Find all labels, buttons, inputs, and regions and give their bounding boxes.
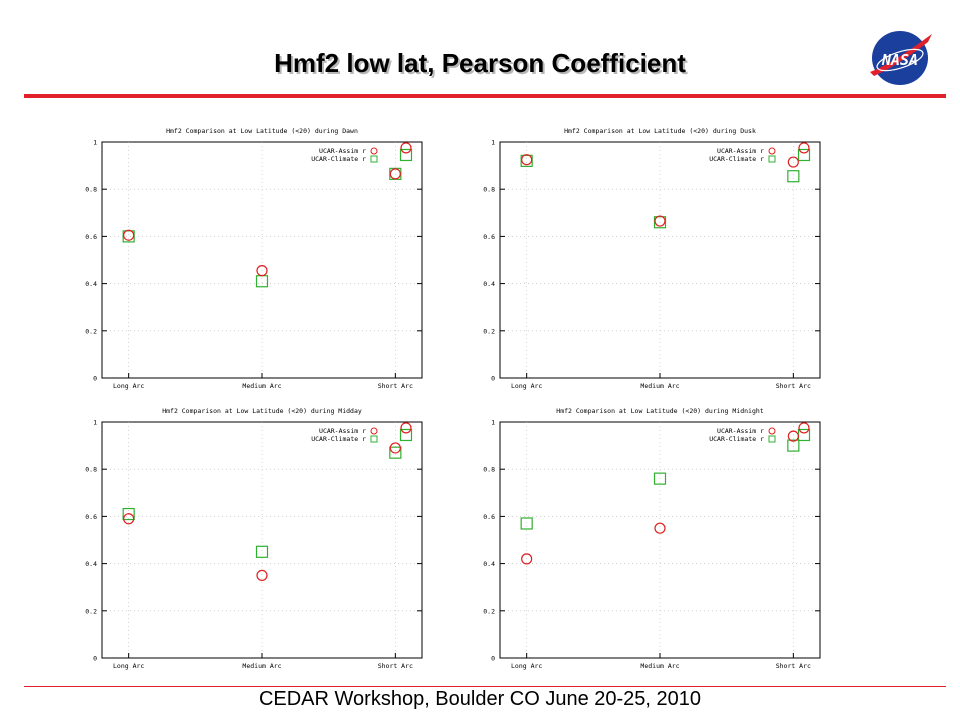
legend-label: UCAR-Assim r: [717, 147, 764, 155]
footer-rule: [24, 686, 946, 687]
x-tick-label: Long Arc: [113, 662, 144, 670]
data-point-climate: [787, 439, 800, 452]
nasa-logo-text: NASA: [881, 51, 918, 69]
legend-circle-marker: [768, 147, 776, 155]
legend-circle-marker: [370, 427, 378, 435]
data-point-climate: [399, 148, 413, 162]
chart-title: Hmf2 Comparison at Low Latitude (<20) du…: [556, 407, 763, 415]
data-point-assim: [521, 553, 533, 565]
data-point-assim: [654, 215, 666, 227]
y-tick-label: 0.8: [85, 186, 97, 194]
y-tick-label: 0.8: [483, 466, 495, 474]
data-point-assim: [521, 154, 533, 166]
chart-dawn: Hmf2 Comparison at Low Latitude (<20) du…: [85, 127, 423, 390]
data-point-climate: [399, 428, 413, 442]
data-point-assim: [798, 422, 810, 434]
data-point-climate: [797, 148, 811, 162]
data-point-assim: [389, 442, 401, 454]
nasa-logo: NASA: [870, 31, 932, 85]
chart-title: Hmf2 Comparison at Low Latitude (<20) du…: [564, 127, 756, 135]
y-tick-label: 0.8: [85, 466, 97, 474]
chart-dusk: Hmf2 Comparison at Low Latitude (<20) du…: [483, 127, 821, 390]
y-tick-label: 0.4: [483, 560, 495, 568]
y-tick-label: 0.2: [85, 327, 97, 335]
chart-midnight: Hmf2 Comparison at Low Latitude (<20) du…: [483, 407, 821, 670]
x-tick-label: Short Arc: [378, 662, 413, 670]
data-point-climate: [255, 275, 269, 288]
chart-title: Hmf2 Comparison at Low Latitude (<20) du…: [162, 407, 362, 415]
data-point-climate: [122, 230, 135, 243]
x-tick-label: Long Arc: [511, 662, 542, 670]
y-tick-label: 0.6: [85, 513, 97, 521]
data-point-assim: [123, 229, 135, 241]
y-tick-label: 0.2: [85, 607, 97, 615]
nasa-logo-swoosh: [870, 34, 932, 76]
y-tick-label: 0.4: [85, 280, 97, 288]
x-tick-label: Short Arc: [776, 382, 811, 390]
y-tick-label: 0: [93, 375, 97, 383]
legend-label: UCAR-Climate r: [311, 155, 366, 163]
data-point-assim: [787, 156, 799, 168]
slide-title: Hmf2 low lat, Pearson Coefficient: [274, 48, 686, 78]
x-tick-label: Short Arc: [776, 662, 811, 670]
x-tick-label: Long Arc: [113, 382, 144, 390]
y-tick-label: 1: [93, 419, 97, 427]
legend-label: UCAR-Climate r: [311, 435, 366, 443]
legend-circle-marker: [768, 427, 776, 435]
data-point-climate: [122, 507, 135, 521]
x-tick-label: Medium Arc: [640, 382, 679, 390]
data-point-assim: [798, 142, 810, 154]
data-point-climate: [653, 216, 667, 229]
legend-square-marker: [768, 155, 776, 163]
data-point-assim: [400, 422, 412, 434]
footer-text: CEDAR Workshop, Boulder CO June 20-25, 2…: [258, 688, 702, 710]
nasa-logo-orbit: [876, 48, 924, 72]
data-point-climate: [520, 517, 533, 530]
legend-label: UCAR-Assim r: [717, 427, 764, 435]
x-tick-label: Medium Arc: [242, 382, 281, 390]
data-point-assim: [787, 430, 799, 442]
data-point-climate: [653, 472, 667, 485]
y-tick-label: 0.6: [85, 233, 97, 241]
y-tick-label: 0.6: [483, 513, 495, 521]
x-tick-label: Short Arc: [378, 382, 413, 390]
data-point-climate: [389, 446, 402, 459]
data-point-assim: [256, 265, 268, 277]
legend-label: UCAR-Climate r: [709, 155, 764, 163]
chart-title: Hmf2 Comparison at Low Latitude (<20) du…: [166, 127, 358, 135]
legend-square-marker: [370, 435, 378, 443]
legend-square-marker: [370, 155, 378, 163]
y-tick-label: 0: [491, 655, 495, 663]
legend-label: UCAR-Climate r: [709, 435, 764, 443]
y-tick-label: 1: [491, 139, 495, 147]
y-tick-label: 1: [93, 139, 97, 147]
data-point-climate: [520, 154, 533, 167]
legend-label: UCAR-Assim r: [319, 427, 366, 435]
y-tick-label: 0.8: [483, 186, 495, 194]
y-tick-label: 0.4: [483, 280, 495, 288]
data-point-assim: [123, 513, 135, 525]
x-tick-label: Long Arc: [511, 382, 542, 390]
title-rule: [24, 94, 946, 98]
chart-midday: Hmf2 Comparison at Low Latitude (<20) du…: [85, 407, 423, 670]
data-point-assim: [256, 569, 268, 581]
y-tick-label: 0: [491, 375, 495, 383]
y-tick-label: 0.4: [85, 560, 97, 568]
x-tick-label: Medium Arc: [242, 662, 281, 670]
data-point-assim: [389, 168, 401, 180]
legend-square-marker: [768, 435, 776, 443]
x-tick-label: Medium Arc: [640, 662, 679, 670]
y-tick-label: 0.2: [483, 607, 495, 615]
data-point-climate: [255, 545, 269, 558]
y-tick-label: 0: [93, 655, 97, 663]
y-tick-label: 0.2: [483, 327, 495, 335]
legend-circle-marker: [370, 147, 378, 155]
y-tick-label: 0.6: [483, 233, 495, 241]
data-point-assim: [400, 142, 412, 154]
data-point-climate: [787, 170, 800, 183]
y-tick-label: 1: [491, 419, 495, 427]
data-point-assim: [654, 522, 666, 534]
legend-label: UCAR-Assim r: [319, 147, 366, 155]
